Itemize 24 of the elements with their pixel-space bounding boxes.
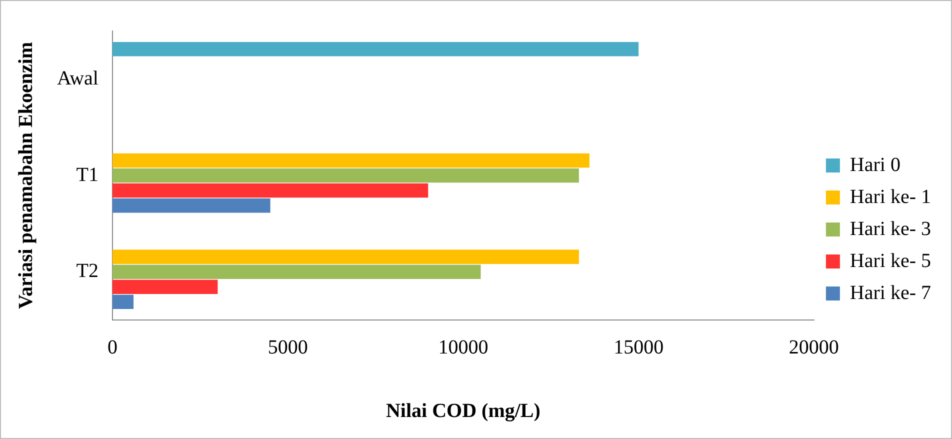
bar [112,42,639,56]
bar [112,198,270,213]
legend-label: Hari ke- 1 [850,186,932,208]
bar [112,183,428,198]
bar [112,153,590,168]
legend-label: Hari ke- 7 [850,282,932,304]
bar [112,250,579,264]
legend-label: Hari ke- 5 [850,250,932,272]
x-tick-label: 15000 [614,336,664,358]
bar [112,264,481,279]
x-axis-title: Nilai COD (mg/L) [386,400,540,422]
legend-label: Hari ke- 3 [850,218,932,240]
y-tick-label: T1 [76,164,98,186]
y-tick-label: Awal [57,67,99,90]
x-tick-label: 0 [107,336,118,358]
y-tick-label: T2 [76,260,98,282]
x-tick-label: 5000 [268,336,308,358]
x-tick-label: 20000 [788,336,839,358]
bar [112,168,579,183]
x-tick-label: 10000 [438,336,488,358]
bar [112,280,218,294]
legend-label: Hari 0 [850,154,900,176]
bar [112,294,134,310]
y-axis-title: Variasi penamabahn Ekoenzim [15,42,38,310]
